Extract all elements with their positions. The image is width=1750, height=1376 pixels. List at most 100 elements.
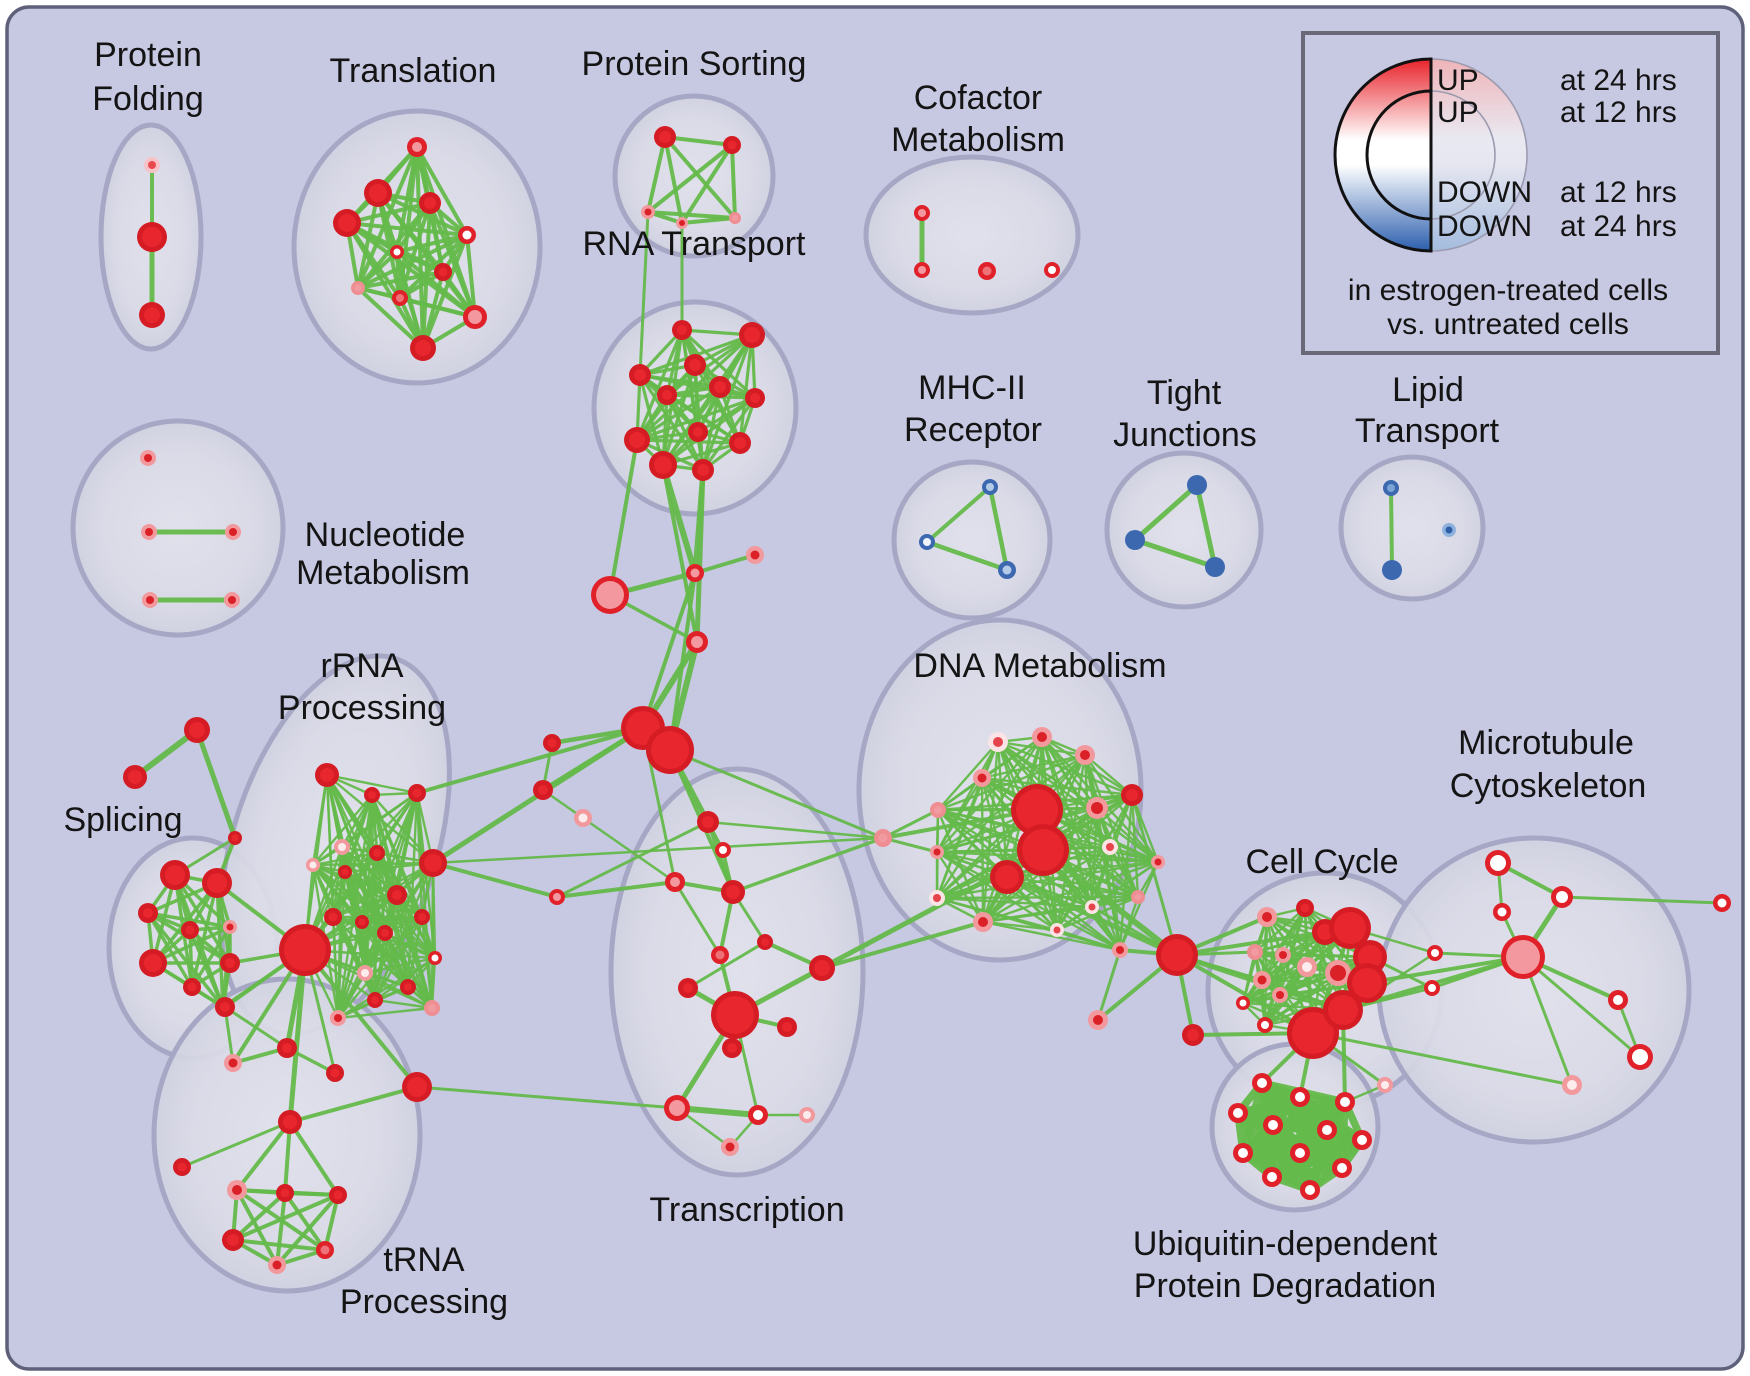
cluster-labels: Protein Folding Translation Protein Sorting… (63, 36, 1646, 1321)
node-inner-disc (412, 788, 422, 798)
node-d5 (1121, 784, 1143, 806)
node-v8 (1562, 1075, 1582, 1095)
edge (275, 1191, 287, 1267)
node-inner-disc (282, 1043, 292, 1053)
node-inner-disc (177, 1162, 187, 1172)
node-inner-disc (644, 208, 652, 216)
node-l1 (1442, 523, 1456, 537)
node-d14 (1112, 942, 1128, 958)
node-r10 (649, 451, 677, 479)
edge (646, 135, 667, 214)
cluster-label-dna-metabolism-line1: DNA Metabolism (913, 647, 1166, 685)
edge (730, 143, 737, 220)
legend-row-1-time: at 24 hrs (1560, 64, 1677, 97)
edge (694, 467, 706, 645)
node-inner-disc (934, 806, 942, 814)
node-inner-disc (330, 1068, 340, 1078)
node-inner-disc (1352, 968, 1382, 998)
node-g0 (874, 829, 892, 847)
edge (363, 956, 437, 975)
node-inner-disc (1567, 1080, 1577, 1090)
cluster-label-mhc-ii-receptor-line2: Receptor (904, 411, 1042, 449)
node-j0 (1187, 475, 1207, 495)
node-inner-disc (333, 1190, 343, 1200)
node-inner-disc (782, 1022, 792, 1032)
node-q3 (334, 839, 350, 855)
node-inner-disc (1334, 912, 1366, 944)
node-e1 (1377, 1077, 1393, 1093)
edge (194, 727, 238, 841)
node-inner-disc (553, 893, 561, 901)
edge (1055, 895, 1140, 932)
node-d3 (973, 769, 991, 787)
node-inner-disc (1506, 940, 1540, 974)
edge (311, 851, 379, 867)
node-n2 (225, 524, 241, 540)
edge (146, 911, 232, 929)
node-w4 (1263, 1115, 1283, 1135)
edge (820, 920, 985, 970)
node-t7 (351, 281, 365, 295)
edge (635, 328, 684, 442)
cluster-label-lipid-transport-line2: Transport (1355, 412, 1500, 450)
node-inner-disc (993, 737, 1003, 747)
node-inner-disc (538, 785, 548, 795)
node-inner-disc (683, 983, 693, 993)
edge (987, 484, 1010, 573)
node-inner-disc (392, 890, 402, 900)
node-inner-disc (143, 908, 153, 918)
node-x0 (697, 811, 719, 833)
node-inner-disc (226, 923, 234, 931)
node-q6 (369, 845, 385, 861)
node-x10 (722, 1038, 742, 1058)
node-inner-disc (1251, 948, 1259, 956)
node-v0 (1485, 850, 1511, 876)
edge (356, 250, 399, 290)
edge (356, 233, 469, 290)
node-inner-disc (1717, 898, 1727, 908)
cluster-label-trna-processing-line1: tRNA (383, 1241, 465, 1279)
node-v9 (1713, 894, 1731, 912)
node-inner-disc (1154, 858, 1162, 866)
edge (981, 845, 1112, 924)
edge (980, 776, 1134, 797)
edge (686, 940, 767, 990)
node-u9 (222, 1229, 244, 1251)
node-c1 (914, 262, 930, 278)
legend-footnote-line2: vs. untreated cells (1387, 308, 1629, 341)
edge (360, 915, 424, 924)
edge (1130, 793, 1140, 899)
node-inner-disc (978, 917, 988, 927)
node-x4 (549, 889, 565, 905)
cluster-label-ubiquitin-degradation-line2: Protein Degradation (1134, 1267, 1436, 1305)
network-nodes (123, 126, 1731, 1274)
node-q19 (215, 997, 235, 1017)
node-v5 (1424, 980, 1440, 996)
edge (345, 221, 469, 237)
node-k6 (1182, 1024, 1204, 1046)
edge (231, 1191, 287, 1242)
node-q1 (364, 787, 380, 803)
legend-footnote-line1: in estrogen-treated cells (1348, 274, 1668, 307)
node-inner-disc (669, 1100, 685, 1116)
node-inner-disc (229, 528, 237, 536)
node-t0 (407, 137, 427, 157)
node-inner-disc (727, 140, 737, 150)
edge (1055, 860, 1160, 932)
cluster-label-tight-junctions-line2: Junctions (1113, 416, 1257, 454)
node-inner-disc (659, 131, 671, 143)
node-inner-disc (702, 816, 714, 828)
node-inner-disc (220, 1002, 230, 1012)
node-k8 (1296, 899, 1314, 917)
node-inner-disc (1497, 907, 1507, 917)
node-xH (711, 991, 759, 1039)
edge (190, 925, 232, 989)
edge (981, 860, 1160, 924)
node-x14 (721, 1138, 739, 1156)
node-ccH (1156, 934, 1198, 976)
node-r4 (709, 376, 731, 398)
node-inner-disc (1330, 965, 1346, 981)
legend: UP at 24 hrs UP at 12 hrs DOWN at 12 hrs DOWN a… (1301, 31, 1720, 355)
edge (1175, 930, 1327, 957)
node-r7 (688, 422, 708, 442)
